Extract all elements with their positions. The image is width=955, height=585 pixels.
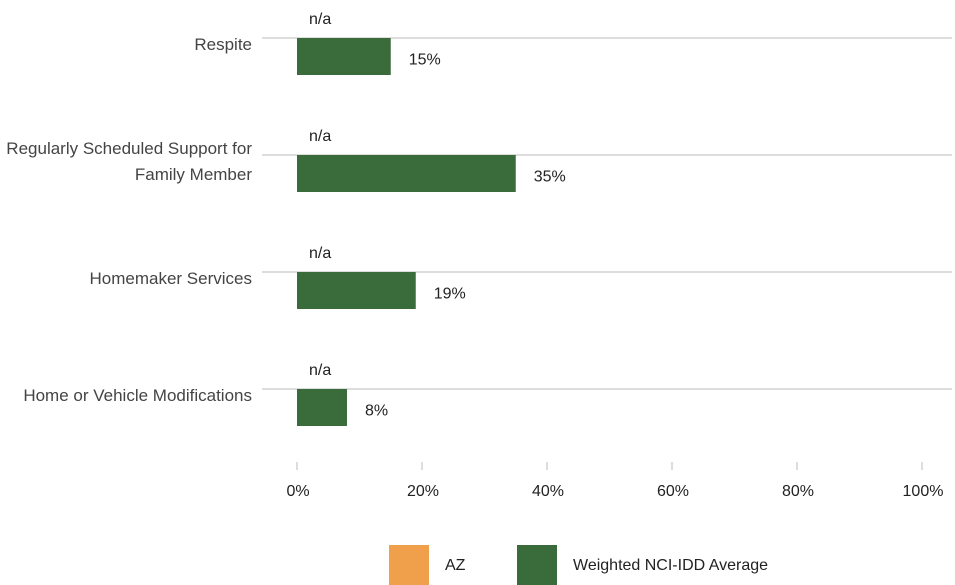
category-label: Home or Vehicle Modifications: [0, 336, 252, 456]
x-tick-label: 0%: [286, 483, 309, 500]
value-label: n/a: [309, 362, 331, 379]
value-label: n/a: [309, 245, 331, 262]
legend-label: Weighted NCI-IDD Average: [573, 557, 768, 574]
x-tick-label: 100%: [903, 483, 944, 500]
category-text: Home or Vehicle Modifications: [23, 386, 252, 405]
x-tick-label: 80%: [782, 483, 814, 500]
x-tick-label: 60%: [657, 483, 689, 500]
value-label: n/a: [309, 11, 331, 28]
bar: [297, 155, 516, 192]
x-tick-label: 40%: [532, 483, 564, 500]
x-tick-label: 20%: [407, 483, 439, 500]
category-label: Homemaker Services: [0, 219, 253, 339]
value-label: n/a: [309, 128, 331, 145]
bar: [297, 272, 416, 309]
value-label: 19%: [434, 286, 466, 303]
bar: [297, 389, 347, 426]
category-text: Homemaker Services: [89, 269, 253, 288]
value-label: 8%: [365, 403, 388, 420]
value-label: 35%: [534, 169, 566, 186]
category-label: Regularly Scheduled Support for Family M…: [0, 102, 252, 222]
legend-swatch: [389, 545, 429, 585]
legend-label: AZ: [445, 557, 466, 574]
category-label: Respite: [0, 0, 252, 105]
category-text: Respite: [194, 35, 252, 54]
value-label: 15%: [409, 52, 441, 69]
legend-swatch: [517, 545, 557, 585]
bar: [297, 38, 391, 75]
category-text: Regularly Scheduled Support for Family M…: [6, 139, 252, 184]
